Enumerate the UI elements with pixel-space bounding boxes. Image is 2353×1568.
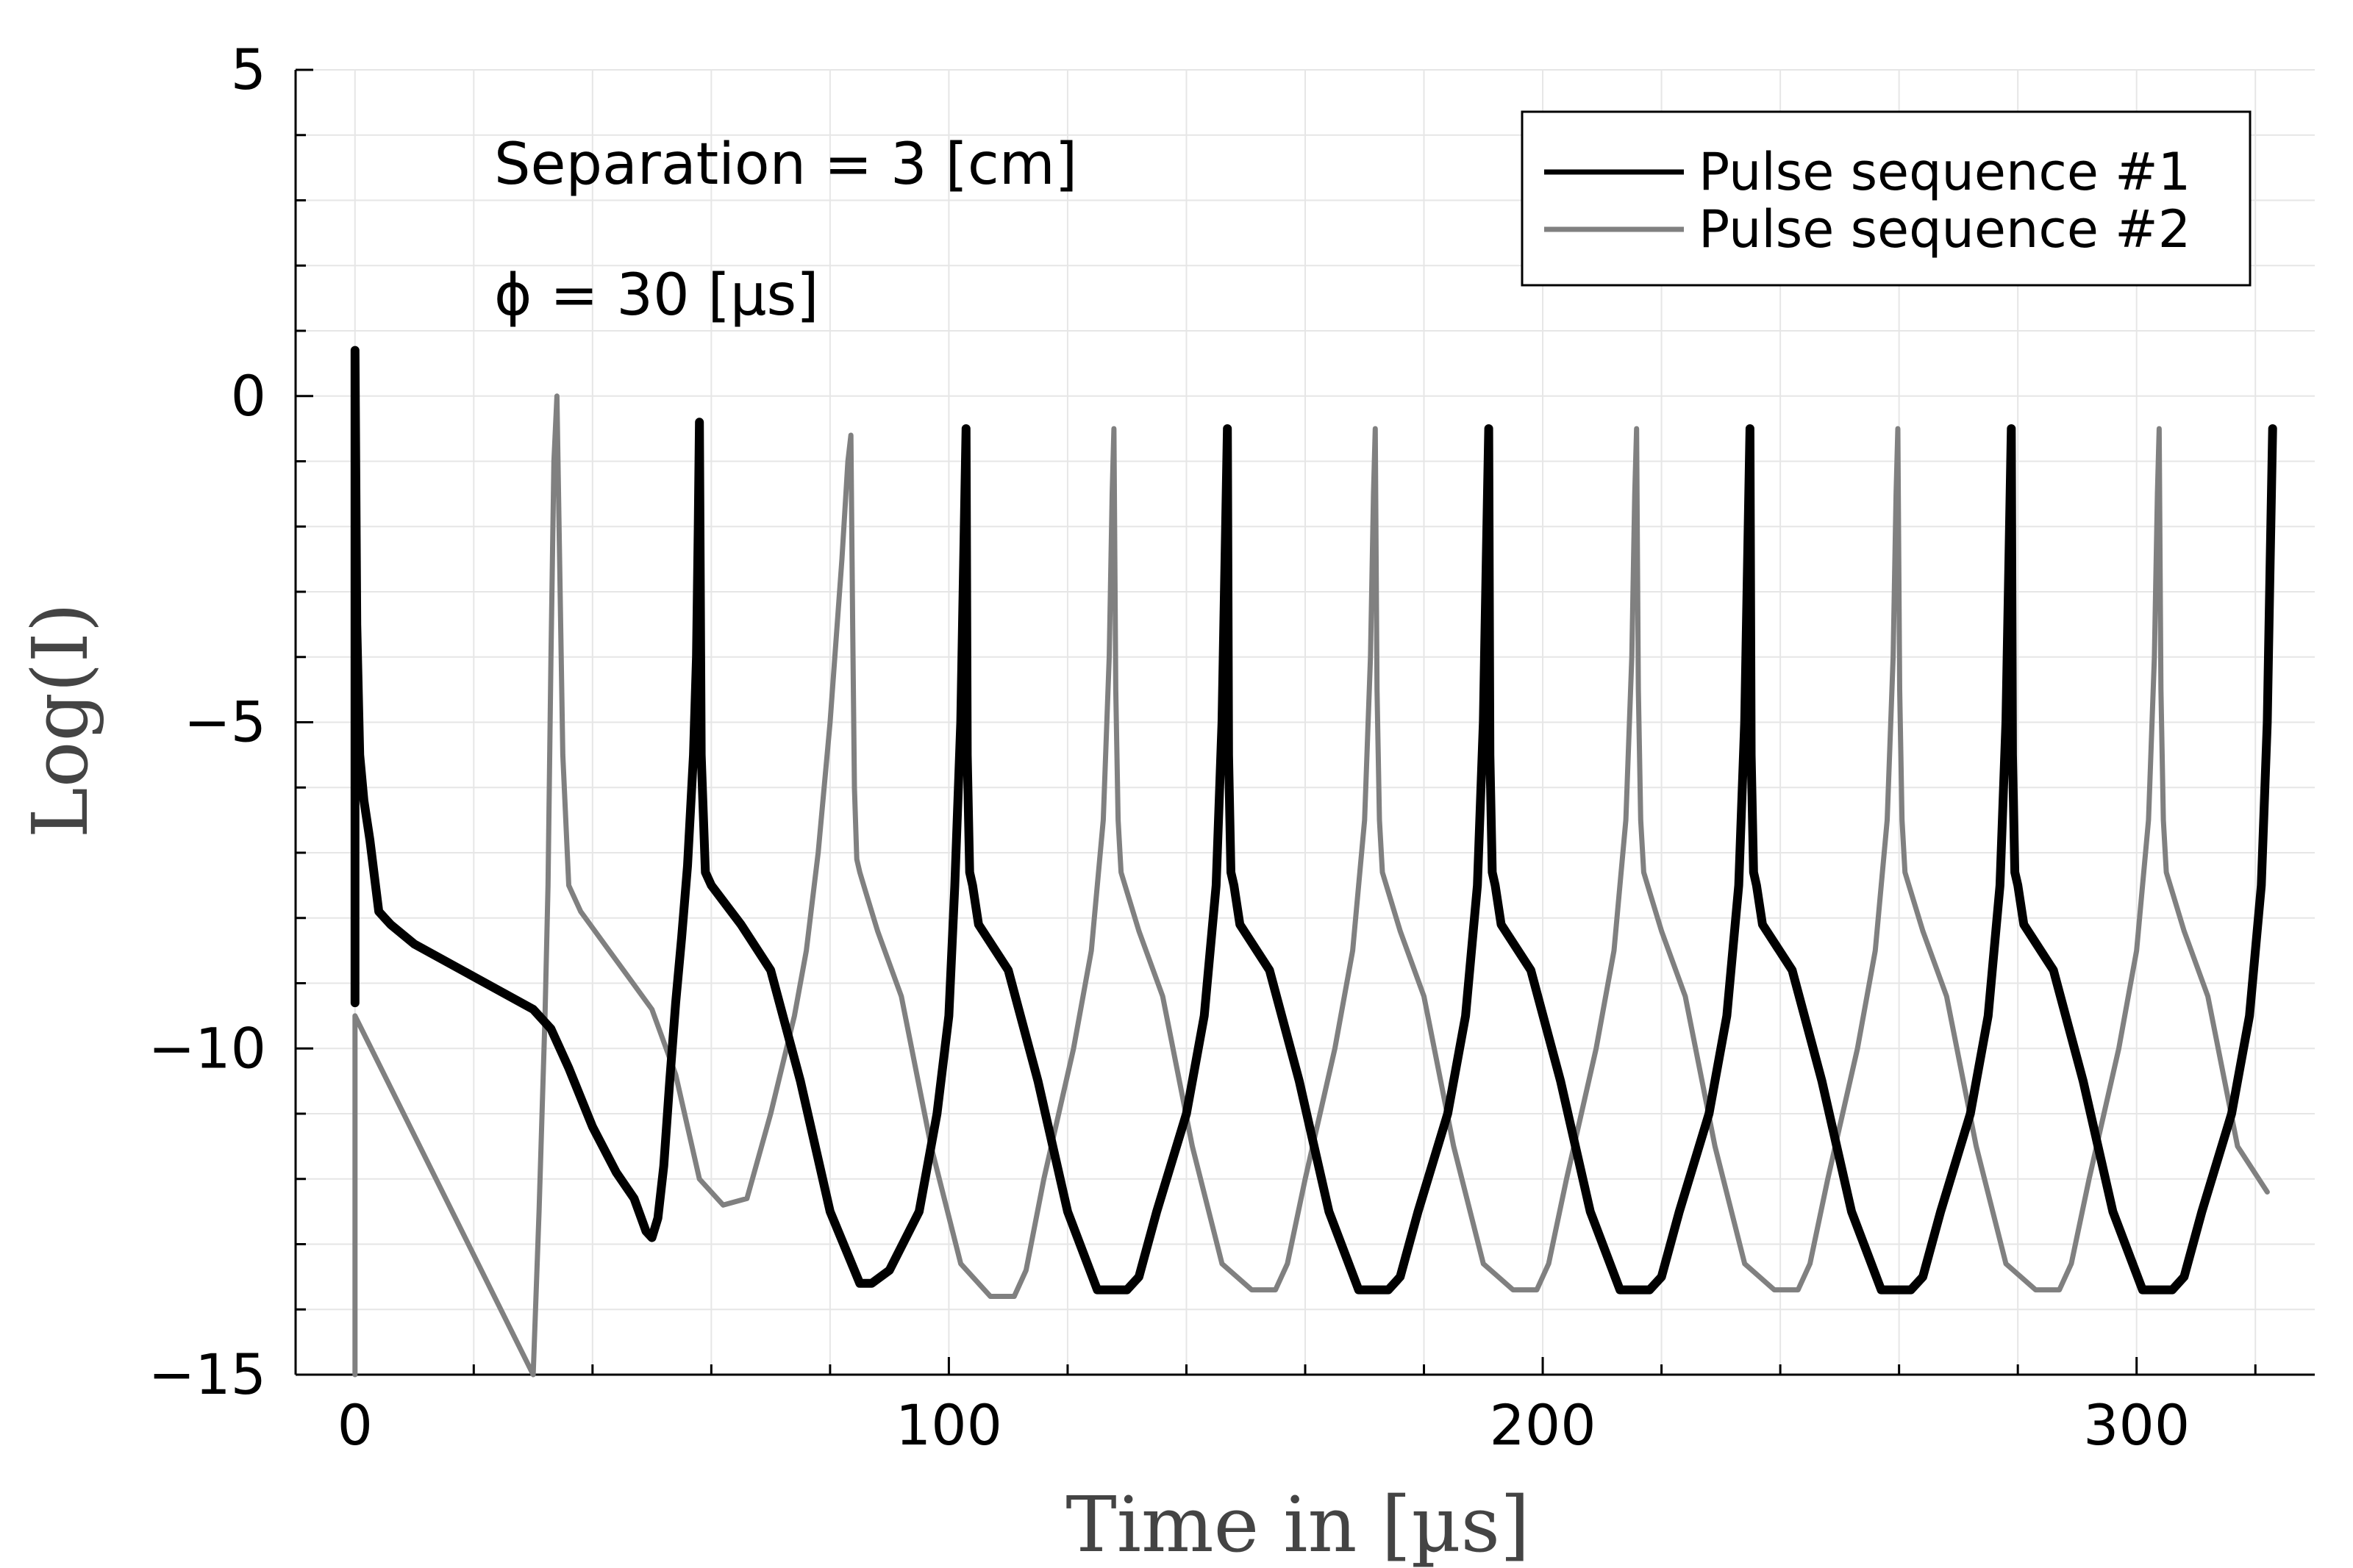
x-tick-label: 200 bbox=[1490, 1392, 1596, 1458]
y-tick-label: −15 bbox=[149, 1342, 266, 1407]
legend-label-series-2: Pulse sequence #2 bbox=[1699, 199, 2190, 259]
tick-labels: 0 100 200 300 5 0 −5 −10 −15 bbox=[149, 37, 2190, 1458]
y-tick-label: −5 bbox=[184, 690, 266, 755]
legend-box bbox=[1521, 110, 2252, 287]
series-line-2 bbox=[352, 393, 2270, 1378]
y-axis-title: Log(I) bbox=[15, 603, 105, 838]
annotation-phi: ϕ = 30 [µs] bbox=[494, 262, 819, 329]
annotation-separation: Separation = 3 [cm] bbox=[494, 132, 1077, 198]
series-line-1 bbox=[350, 346, 2277, 1295]
x-tick-label: 100 bbox=[896, 1392, 1002, 1458]
legend: Pulse sequence #1 Pulse sequence #2 bbox=[1521, 110, 2252, 287]
series-layer bbox=[350, 346, 2277, 1378]
legend-label-series-1: Pulse sequence #1 bbox=[1699, 142, 2190, 202]
x-tick-label: 300 bbox=[2083, 1392, 2190, 1458]
y-tick-label: −10 bbox=[149, 1015, 266, 1081]
y-tick-label: 5 bbox=[231, 37, 266, 102]
tick-marks bbox=[296, 68, 2257, 1376]
y-tick-label: 0 bbox=[231, 363, 266, 429]
x-axis-title: Time in [µs] bbox=[1065, 1480, 1529, 1568]
x-tick-label: 0 bbox=[338, 1392, 373, 1458]
